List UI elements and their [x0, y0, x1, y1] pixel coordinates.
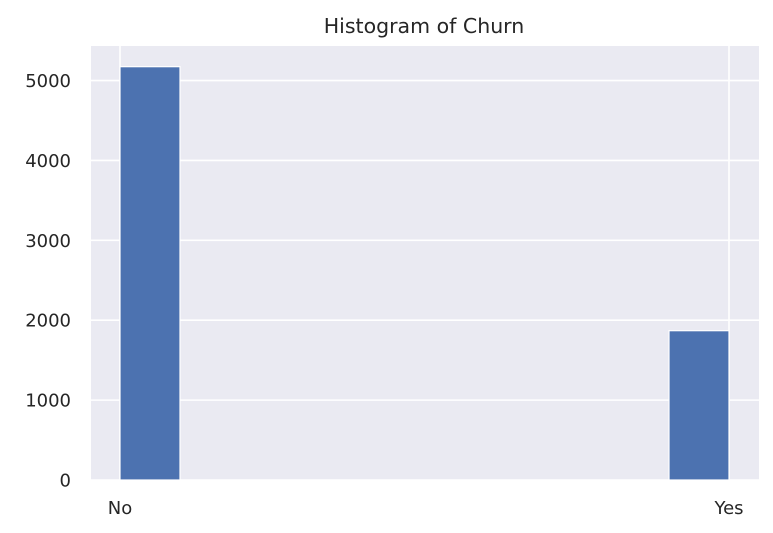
- y-tick-label: 5000: [25, 71, 71, 92]
- chart-title: Histogram of Churn: [324, 14, 525, 38]
- bar-yes: [668, 330, 730, 481]
- y-tick-label: 1000: [25, 391, 71, 412]
- bar-no: [119, 66, 181, 481]
- plot-area: [91, 46, 759, 480]
- y-tick-label: 3000: [25, 231, 71, 252]
- y-tick-label: 4000: [25, 151, 71, 172]
- y-axis-tick-labels: 0 1000 2000 3000 4000 5000: [25, 71, 71, 491]
- y-tick-label: 2000: [25, 311, 71, 332]
- y-gridlines: [91, 79, 759, 481]
- bars: [119, 66, 730, 481]
- x-tick-label: No: [108, 498, 132, 519]
- x-axis-tick-labels: No Yes: [108, 498, 744, 519]
- x-tick-label: Yes: [713, 498, 743, 519]
- y-tick-label: 0: [60, 471, 71, 492]
